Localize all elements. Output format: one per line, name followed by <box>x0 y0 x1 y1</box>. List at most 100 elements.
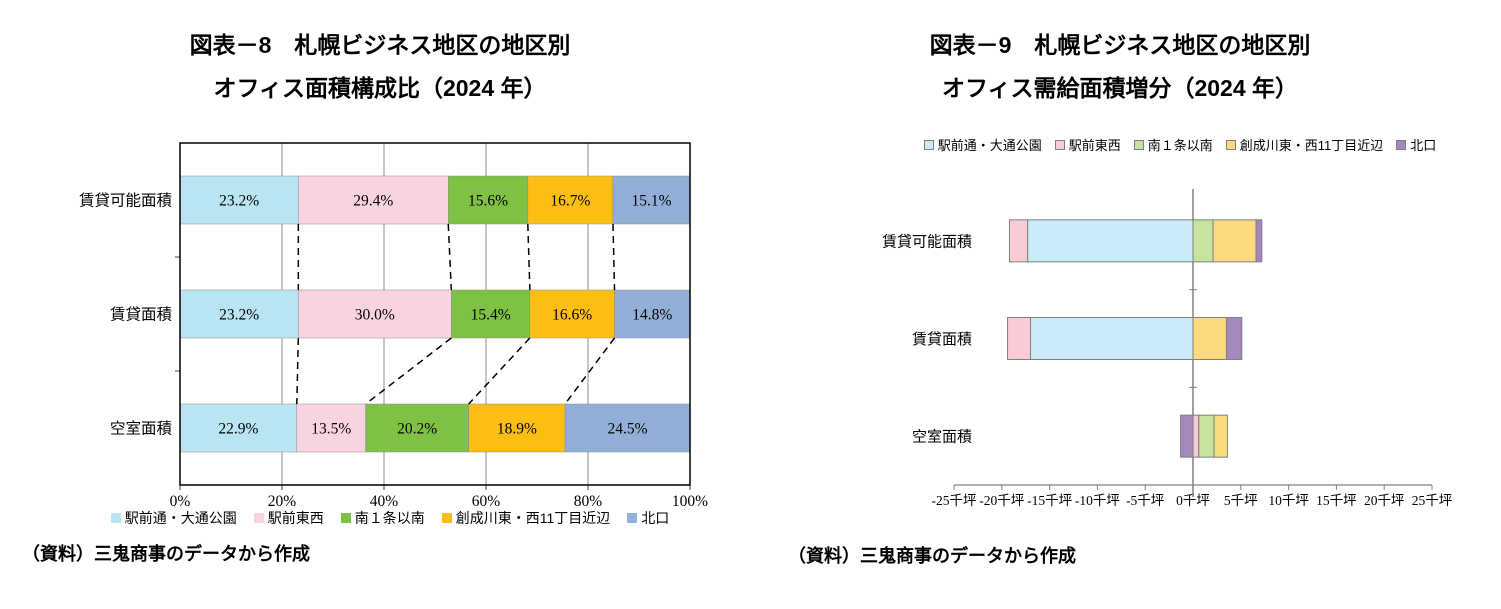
bar-segment <box>1213 414 1228 458</box>
y-category-label: 賃貸面積 <box>912 331 972 348</box>
legend-item: 駅前東西 <box>1054 135 1121 154</box>
legend-marker-icon <box>1133 139 1144 150</box>
series-line <box>365 337 452 405</box>
bar-value-label: 30.0% <box>355 307 395 324</box>
bar-segment <box>179 175 299 225</box>
legend-label: 駅前通・大通公園 <box>124 510 237 526</box>
left-chart-title: 図表－8 札幌ビジネス地区の地区別 オフィス面積構成比（2024 年） <box>40 24 720 110</box>
bar-segment <box>1255 219 1263 263</box>
x-tick-label: -25千坪 <box>932 493 977 508</box>
x-tick-label: 80% <box>574 493 603 510</box>
legend-label: 創成川東・西11丁目近辺 <box>455 510 611 526</box>
bar-value-label: 15.4% <box>471 307 511 324</box>
legend-item: 駅前通・大通公園 <box>923 135 1042 154</box>
legend-marker-icon <box>253 513 264 523</box>
bar-segment <box>1008 219 1029 263</box>
x-tick-label: 0% <box>170 493 191 510</box>
series-line <box>468 337 531 405</box>
right-chart-title-line1: 図表－9 札幌ビジネス地区の地区別 <box>929 32 1311 58</box>
bar-value-label: 16.6% <box>552 307 592 324</box>
bar-segment <box>179 289 299 339</box>
right-chart-legend: 駅前通・大通公園 駅前東西 南１条以南 創成川東・西11丁目近辺 北口 <box>860 135 1500 154</box>
bar-segment <box>1212 219 1257 263</box>
left-chart-title-line2: オフィス面積構成比（2024 年） <box>213 75 547 101</box>
series-line <box>447 223 453 291</box>
bar-segment <box>1198 414 1215 458</box>
legend-label: 南１条以南 <box>1147 138 1213 153</box>
y-category-label: 賃貸可能面積 <box>79 192 172 210</box>
x-tick-label: 25千坪 <box>1412 493 1453 508</box>
legend-marker-icon <box>627 513 638 523</box>
legend-item: 南１条以南 <box>1133 135 1213 154</box>
bar-segment <box>1180 414 1194 458</box>
legend-marker-icon <box>1225 139 1236 150</box>
legend-marker-icon <box>1054 139 1065 150</box>
left-chart-plot: 0% 20% 40% 60% 80% 100% 23.2% 29.4% 15.6% 16.7% 15… <box>79 142 708 510</box>
bar-value-label: 23.2% <box>219 307 259 324</box>
legend-item: 駅前通・大通公園 <box>110 508 237 528</box>
legend-item: 創成川東・西11丁目近辺 <box>1225 135 1384 154</box>
bar-value-label: 15.1% <box>631 193 671 210</box>
right-chart-title-line2: オフィス需給面積増分（2024 年） <box>941 75 1299 101</box>
bar-segment <box>298 289 452 339</box>
bar-segment <box>614 289 691 339</box>
series-line <box>564 337 616 405</box>
bar-value-label: 29.4% <box>353 193 393 210</box>
bar-segment <box>468 403 566 453</box>
bar-segment <box>529 289 615 339</box>
plot-border <box>179 142 691 486</box>
bar-value-label: 18.9% <box>497 421 537 438</box>
bar-segment <box>1192 317 1227 360</box>
bar-segment <box>612 175 691 225</box>
legend-item: 南１条以南 <box>340 508 425 528</box>
legend-label: 創成川東・西11丁目近辺 <box>1239 138 1384 153</box>
series-line <box>612 223 616 291</box>
bar-value-label: 22.9% <box>218 421 258 438</box>
bar-segment <box>1225 317 1243 360</box>
right-chart-title: 図表－9 札幌ビジネス地区の地区別 オフィス需給面積増分（2024 年） <box>770 24 1470 110</box>
left-chart-title-line1: 図表－8 札幌ビジネス地区の地区別 <box>189 32 571 58</box>
x-tick-label: 20千坪 <box>1364 493 1405 508</box>
bar-segment <box>564 403 691 453</box>
legend-item: 駅前東西 <box>253 508 324 528</box>
legend-label: 北口 <box>1410 138 1437 153</box>
x-tick-label: 40% <box>370 493 399 510</box>
legend-label: 駅前東西 <box>267 510 324 526</box>
series-line <box>527 223 531 291</box>
x-tick-label: 15千坪 <box>1316 493 1357 508</box>
y-category-label: 空室面積 <box>110 420 172 438</box>
bar-segment <box>451 289 531 339</box>
bar-segment <box>1007 317 1031 360</box>
x-tick-label: 60% <box>472 493 501 510</box>
x-tick-label: -15千坪 <box>1027 493 1072 508</box>
right-chart-plot: -25千坪 -20千坪 -15千坪 -10千坪 -5千坪 0千坪 5千坪 10千坪 15千坪 20… <box>882 189 1453 508</box>
x-tick-label: -20千坪 <box>979 493 1024 508</box>
legend-label: 駅前通・大通公園 <box>937 138 1042 153</box>
legend-label: 北口 <box>641 510 670 526</box>
legend-marker-icon <box>923 139 934 150</box>
left-chart-source: （資料）三鬼商事のデータから作成 <box>22 544 310 564</box>
legend-item: 北口 <box>1396 135 1436 154</box>
legend-item: 創成川東・西11丁目近辺 <box>441 508 611 528</box>
y-category-label: 空室面積 <box>912 429 972 446</box>
bar-segment <box>1192 219 1214 263</box>
bar-segment <box>1029 317 1194 360</box>
legend-item: 北口 <box>627 508 669 528</box>
legend-marker-icon <box>110 513 121 523</box>
legend-label: 駅前東西 <box>1068 138 1121 153</box>
legend-marker-icon <box>1396 139 1407 150</box>
bar-value-label: 14.8% <box>632 307 672 324</box>
x-tick-label: 5千坪 <box>1224 493 1258 508</box>
bar-segment <box>179 403 298 453</box>
bar-segment <box>448 175 529 225</box>
x-tick-label: -10千坪 <box>1075 493 1120 508</box>
bar-segment <box>527 175 614 225</box>
bar-segment <box>365 403 469 453</box>
legend-label: 南１条以南 <box>354 510 425 526</box>
left-chart-legend: 駅前通・大通公園 駅前東西 南１条以南 創成川東・西11丁目近辺 北口 <box>50 508 730 528</box>
x-tick-label: 100% <box>672 493 708 510</box>
y-category-label: 賃貸面積 <box>110 306 172 324</box>
x-tick-label: 10千坪 <box>1268 493 1309 508</box>
bar-segment <box>1027 219 1194 263</box>
y-category-label: 賃貸可能面積 <box>882 233 972 250</box>
